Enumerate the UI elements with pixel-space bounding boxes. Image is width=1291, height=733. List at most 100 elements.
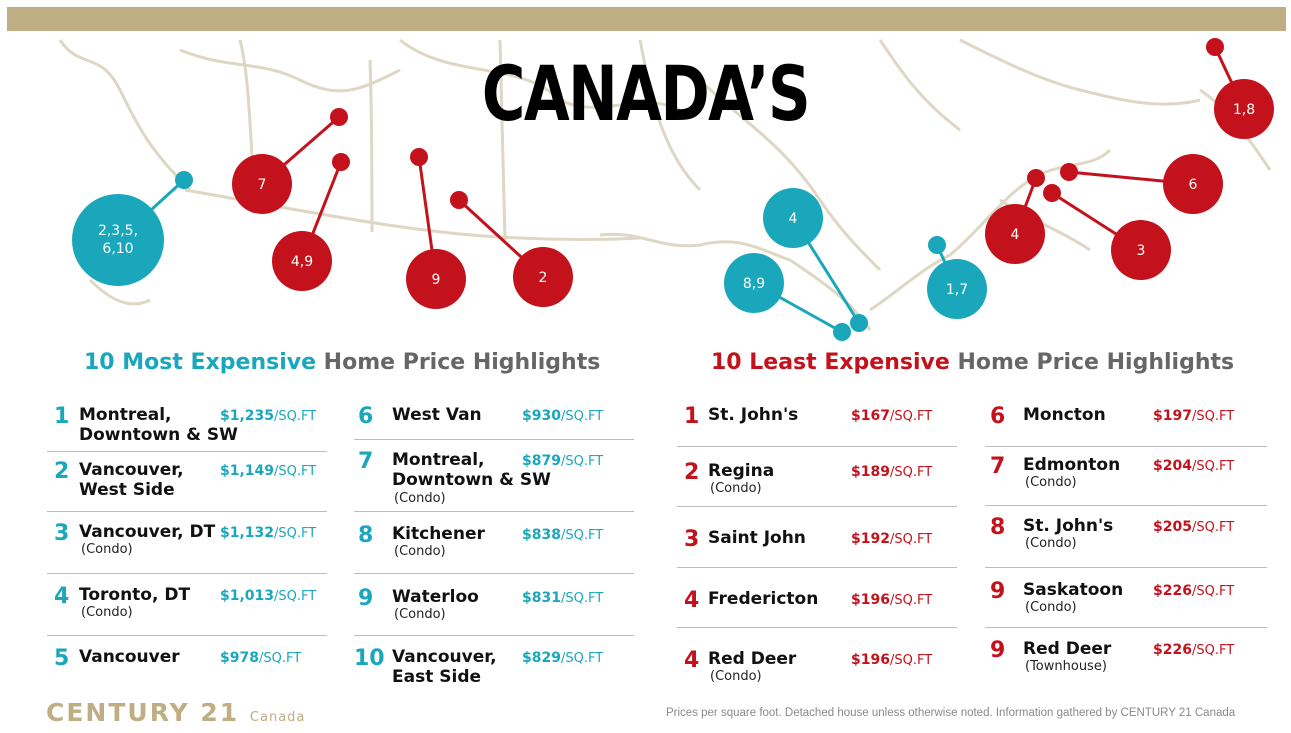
row-divider bbox=[985, 505, 1267, 506]
city-name: Fredericton bbox=[708, 589, 819, 609]
city-name: Montreal, bbox=[79, 405, 172, 425]
rank-number: 4 bbox=[54, 584, 70, 609]
price-per-sqft: $192/SQ.FT bbox=[851, 531, 932, 547]
rank-number: 6 bbox=[358, 404, 374, 429]
row-divider bbox=[47, 635, 327, 636]
price-value: $189 bbox=[851, 464, 890, 480]
most-expensive-row: 6 West Van $930/SQ.FT bbox=[354, 400, 634, 446]
row-divider bbox=[985, 567, 1267, 568]
map-marker-label: 1,7 bbox=[946, 282, 968, 298]
most-expensive-row: 1 Montreal, Downtown & SW $1,235/SQ.FT bbox=[47, 400, 327, 446]
map-marker-dot bbox=[833, 323, 851, 341]
price-per-sqft: $167/SQ.FT bbox=[851, 408, 932, 424]
least-expensive-row: 3 Saint John $192/SQ.FT bbox=[677, 523, 957, 569]
rank-number: 4 bbox=[684, 648, 700, 673]
price-per-sqft: $930/SQ.FT bbox=[522, 408, 603, 424]
row-divider bbox=[354, 439, 634, 440]
price-value: $1,235 bbox=[220, 408, 275, 424]
map-marker: 4,9 bbox=[272, 231, 332, 291]
price-per-sqft: $1,132/SQ.FT bbox=[220, 525, 316, 541]
map-marker-dot bbox=[175, 171, 193, 189]
price-value: $1,132 bbox=[220, 525, 275, 541]
city-name: Moncton bbox=[1023, 405, 1106, 425]
least-expensive-heading: 10 Least Expensive Home Price Highlights bbox=[711, 350, 1234, 375]
price-value: $205 bbox=[1153, 519, 1192, 535]
row-divider bbox=[354, 635, 634, 636]
rank-number: 3 bbox=[684, 527, 700, 552]
price-unit: /SQ.FT bbox=[274, 464, 317, 479]
price-value: $829 bbox=[522, 650, 561, 666]
map-marker-dot bbox=[450, 191, 468, 209]
price-per-sqft: $189/SQ.FT bbox=[851, 464, 932, 480]
city-name: Waterloo bbox=[392, 587, 479, 607]
city-name: Saskatoon bbox=[1023, 580, 1124, 600]
logo-main-text: CENTURY 21 bbox=[46, 698, 240, 727]
price-per-sqft: $1,235/SQ.FT bbox=[220, 408, 316, 424]
map-marker: 2,3,5, 6,10 bbox=[72, 194, 164, 286]
rank-number: 4 bbox=[684, 588, 700, 613]
price-value: $167 bbox=[851, 408, 890, 424]
price-value: $879 bbox=[522, 453, 561, 469]
least-expensive-row: 4 Red Deer (Condo) $196/SQ.FT bbox=[677, 644, 957, 690]
city-name: St. John's bbox=[1023, 516, 1114, 536]
price-value: $226 bbox=[1153, 583, 1192, 599]
logo-small-text: Canada bbox=[249, 710, 306, 725]
map-marker-dot bbox=[928, 236, 946, 254]
row-divider bbox=[985, 446, 1267, 447]
price-unit: /SQ.FT bbox=[274, 589, 317, 604]
map-marker: 6 bbox=[1163, 154, 1223, 214]
least-expensive-row: 7 Edmonton (Condo) $204/SQ.FT bbox=[985, 450, 1267, 496]
rank-number: 6 bbox=[990, 404, 1006, 429]
rank-number: 7 bbox=[990, 454, 1006, 479]
price-per-sqft: $196/SQ.FT bbox=[851, 652, 932, 668]
city-name: Red Deer bbox=[1023, 639, 1112, 659]
price-value: $197 bbox=[1153, 408, 1192, 424]
rank-number: 9 bbox=[990, 638, 1006, 663]
most-expensive-row: 5 Vancouver $978/SQ.FT bbox=[47, 642, 327, 688]
price-unit: /SQ.FT bbox=[560, 454, 604, 469]
rank-number: 8 bbox=[358, 523, 374, 548]
most-expensive-row: 3 Vancouver, DT (Condo) $1,132/SQ.FT bbox=[47, 517, 327, 563]
city-name-line2: West Side bbox=[79, 480, 175, 500]
map-marker-label: 9 bbox=[432, 272, 441, 288]
least-expensive-row: 1 St. John's $167/SQ.FT bbox=[677, 400, 957, 446]
city-name-line2: East Side bbox=[392, 667, 482, 687]
map-marker-dot bbox=[1060, 163, 1078, 181]
row-divider bbox=[677, 506, 957, 507]
city-name: West Van bbox=[392, 405, 482, 425]
most-expensive-row: 4 Toronto, DT (Condo) $1,013/SQ.FT bbox=[47, 580, 327, 626]
price-per-sqft: $838/SQ.FT bbox=[522, 527, 603, 543]
price-value: $930 bbox=[522, 408, 561, 424]
price-per-sqft: $226/SQ.FT bbox=[1153, 583, 1234, 599]
map-marker: 3 bbox=[1111, 220, 1171, 280]
row-divider bbox=[677, 446, 957, 447]
rank-number: 3 bbox=[54, 521, 70, 546]
city-name-line2: Downtown & SW bbox=[79, 425, 238, 445]
least-expensive-row: 4 Fredericton $196/SQ.FT bbox=[677, 584, 957, 630]
map-marker-dot bbox=[1027, 169, 1045, 187]
map-marker: 2 bbox=[513, 247, 573, 307]
rank-number: 7 bbox=[358, 449, 374, 474]
price-unit: /SQ.FT bbox=[258, 651, 302, 666]
price-unit: /SQ.FT bbox=[1191, 643, 1235, 658]
map-marker-dot bbox=[410, 148, 428, 166]
map-marker: 7 bbox=[232, 154, 292, 214]
city-name: Edmonton bbox=[1023, 455, 1121, 475]
city-name-line2: Downtown & SW bbox=[392, 470, 551, 490]
map-marker: 4 bbox=[763, 188, 823, 248]
price-unit: /SQ.FT bbox=[889, 593, 933, 608]
property-type-note: (Townhouse) bbox=[1025, 659, 1107, 674]
row-divider bbox=[985, 627, 1267, 628]
map-marker-label: 7 bbox=[258, 177, 267, 193]
price-unit: /SQ.FT bbox=[274, 526, 317, 541]
map-marker: 1,8 bbox=[1214, 79, 1274, 139]
most-expensive-row: 9 Waterloo (Condo) $831/SQ.FT bbox=[354, 582, 634, 628]
most-expensive-heading: 10 Most Expensive Home Price Highlights bbox=[84, 350, 600, 375]
map-marker: 9 bbox=[406, 249, 466, 309]
most-expensive-heading-rest: Home Price Highlights bbox=[323, 350, 601, 375]
property-type-note: (Condo) bbox=[394, 607, 446, 622]
city-name: Vancouver bbox=[79, 647, 180, 667]
rank-number: 1 bbox=[54, 404, 70, 429]
property-type-note: (Condo) bbox=[710, 481, 762, 496]
row-divider bbox=[47, 511, 327, 512]
